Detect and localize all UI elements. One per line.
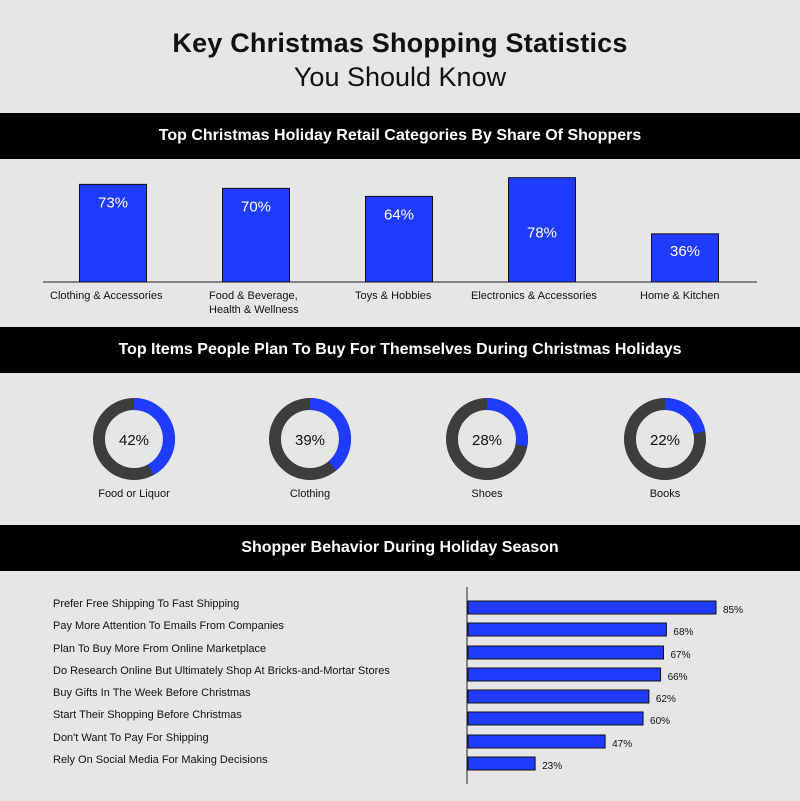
categories-section-header: Top Christmas Holiday Retail Categories … (0, 113, 800, 159)
category-value-label: 64% (384, 206, 414, 223)
behavior-value-label: 62% (656, 694, 676, 705)
behavior-bar (467, 667, 662, 682)
behavior-row-label: Don't Want To Pay For Shipping (53, 732, 209, 744)
donut-category-label: Clothing (289, 488, 331, 500)
behavior-row-label: Start Their Shopping Before Christmas (53, 709, 242, 721)
behavior-row-label: Buy Gifts In The Week Before Christmas (53, 687, 251, 699)
donut-category-label: Food or Liquor (98, 488, 170, 500)
category-bar (651, 233, 719, 283)
behavior-bar (467, 711, 644, 726)
items-section-header: Top Items People Plan To Buy For Themsel… (0, 327, 800, 373)
behavior-value-label: 85% (723, 605, 743, 616)
donut-category-label: Books (649, 488, 681, 500)
donut-segment (486, 398, 528, 447)
category-label: Clothing & Accessories (50, 290, 163, 302)
category-value-label: 36% (670, 243, 700, 260)
donut-segment (664, 398, 706, 434)
donut-value-label: 39% (295, 432, 325, 449)
behavior-bar (467, 622, 667, 637)
category-bar (508, 177, 576, 283)
donut-segment (309, 398, 351, 471)
behavior-bar (467, 756, 536, 771)
page-subtitle: You Should Know (293, 62, 507, 92)
behavior-value-label: 23% (542, 761, 562, 772)
category-label: Home & Kitchen (640, 290, 720, 302)
behavior-bar (467, 734, 606, 749)
behavior-row-label: Do Research Online But Ultimately Shop A… (53, 665, 390, 677)
behavior-bar (467, 645, 664, 660)
donut-category-label: Shoes (471, 488, 503, 500)
behavior-bar (467, 689, 650, 704)
donut-segment (133, 398, 175, 475)
behavior-value-label: 66% (668, 672, 688, 683)
behavior-value-label: 60% (650, 716, 670, 727)
behavior-value-label: 68% (673, 627, 693, 638)
behavior-row-label: Plan To Buy More From Online Marketplace (53, 643, 267, 655)
category-value-label: 73% (98, 194, 128, 211)
category-bar (365, 195, 433, 283)
category-value-label: 78% (527, 225, 557, 242)
donut-value-label: 22% (650, 432, 680, 449)
behavior-bar (467, 600, 717, 615)
category-bar (222, 187, 290, 283)
categories-bar-chart: 73% 70% 64% 78% 36% (43, 177, 757, 283)
behavior-row-label: Prefer Free Shipping To Fast Shipping (53, 598, 240, 610)
items-donut-charts: 42% 39% 28% 22% (93, 398, 706, 480)
behavior-row-label: Rely On Social Media For Making Decision… (53, 754, 268, 766)
page-title: Key Christmas Shopping Statistics (172, 28, 628, 58)
category-value-label: 70% (241, 198, 271, 215)
behavior-value-label: 47% (612, 739, 632, 750)
behavior-row-label: Pay More Attention To Emails From Compan… (53, 620, 284, 632)
donut-value-label: 42% (119, 432, 149, 449)
category-label: Toys & Hobbies (355, 290, 432, 302)
behavior-section-header: Shopper Behavior During Holiday Season (0, 525, 800, 571)
behavior-bar-chart: 85% 68% 67% 66% 62% 60% 47% 23% (466, 587, 743, 784)
donut-value-label: 28% (472, 432, 502, 449)
behavior-value-label: 67% (670, 650, 690, 661)
category-bar (79, 183, 147, 283)
category-label: Electronics & Accessories (471, 290, 597, 302)
category-label: Food & Beverage, Health & Wellness (209, 290, 299, 316)
